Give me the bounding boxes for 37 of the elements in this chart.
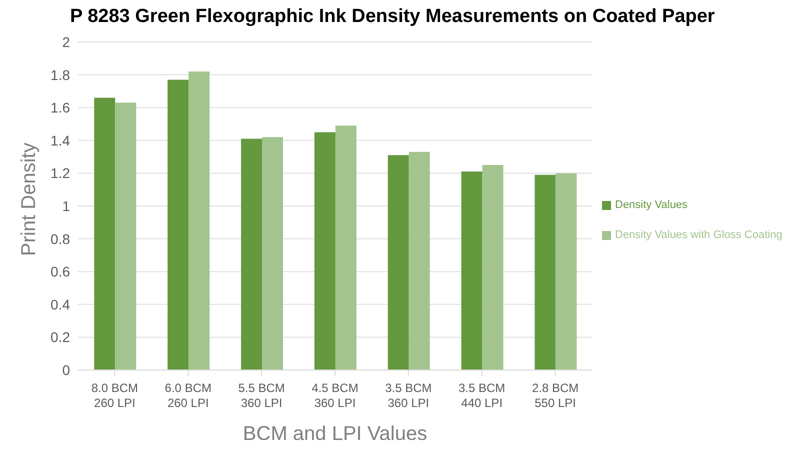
- y-tick-label: 0.8: [50, 230, 70, 247]
- bar: [408, 152, 430, 370]
- x-tick-label: 6.0 BCM 260 LPI: [164, 381, 212, 410]
- x-tick-label: 3.5 BCM 360 LPI: [385, 381, 432, 410]
- y-axis-title: Print Density: [18, 142, 40, 256]
- bar: [534, 174, 556, 370]
- x-tick-label: 4.5 BCM 360 LPI: [312, 381, 358, 410]
- bar: [556, 173, 577, 370]
- y-tick-label: 1.2: [50, 165, 70, 182]
- y-tick-label: 0.4: [50, 296, 70, 312]
- bar: [335, 126, 356, 370]
- legend-label: Density Values with Gloss Coating: [615, 229, 782, 241]
- y-tick-label: 1.6: [50, 100, 70, 116]
- y-tick-label: 0: [62, 362, 70, 378]
- x-tick-label: 3.5 BCM 440 LPI: [458, 381, 506, 410]
- bar: [482, 165, 504, 370]
- x-axis-title: BCM and LPI Values: [242, 423, 428, 445]
- x-tick-label: 8.0 BCM 260 LPI: [91, 381, 138, 410]
- bar: [388, 155, 409, 370]
- chart-title: P 8283 Green Flexographic Ink Density Measurements on Coated Paper: [70, 6, 715, 28]
- x-tick-label: 5.5 BCM 360 LPI: [238, 381, 285, 410]
- y-tick-label: 1.8: [50, 66, 70, 83]
- bar: [241, 138, 262, 370]
- bar: [94, 98, 116, 370]
- bar: [188, 72, 210, 370]
- bar: [461, 172, 482, 370]
- bar: [262, 137, 284, 370]
- bar: [168, 80, 189, 370]
- bar: [115, 102, 136, 370]
- y-tick-label: 0.2: [50, 329, 70, 346]
- legend-label: Density Values: [615, 199, 688, 211]
- y-tick-label: 1: [62, 198, 70, 214]
- y-tick-label: 1.4: [50, 132, 70, 148]
- x-tick-label: 2.8 BCM 550 LPI: [532, 381, 579, 410]
- y-tick-label: 2: [62, 34, 70, 50]
- y-tick-label: 0.6: [50, 264, 70, 280]
- bar: [314, 132, 336, 370]
